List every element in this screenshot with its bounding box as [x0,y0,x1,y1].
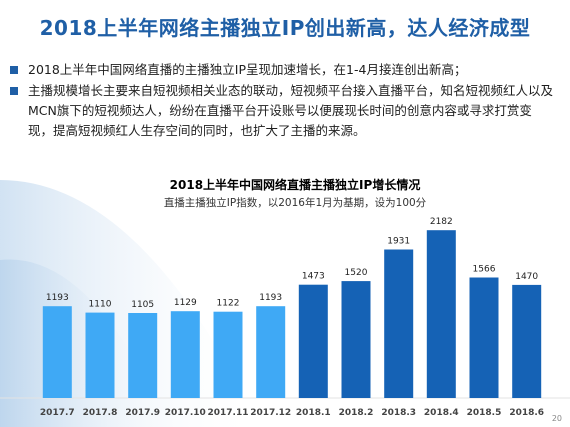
bar-2017.7 [42,306,72,398]
x-tick-label: 2018.5 [467,408,502,418]
bar-2017.9 [128,313,158,398]
bullet-text: 2018上半年中国网络直播的主播独立IP呈现加速增长，在1-4月接连创出新高； [28,62,467,77]
bar-2017.8 [85,312,115,398]
bullet-item: 主播规模增长主要来自短视频相关业态的联动，短视频平台接入直播平台，知名短视频红人… [10,81,556,141]
bullet-square-icon [10,87,18,95]
bar-2018.3 [384,249,414,398]
data-label: 1566 [473,265,496,275]
chart-title: 2018上半年中国网络直播主播独立IP增长情况 [169,178,421,192]
chart-subtitle: 直播主播独立IP指数，以2016年1月为基期，设为100分 [163,197,427,209]
x-tick-label: 2017.8 [83,408,118,418]
bar-2018.4 [426,230,456,398]
x-tick-label: 2018.3 [381,408,416,418]
x-tick-label: 2018.1 [296,408,331,418]
data-label: 1931 [387,237,410,247]
bar-2018.6 [512,284,542,398]
data-label: 1110 [89,300,112,310]
bullet-text: 主播规模增长主要来自短视频相关业态的联动，短视频平台接入直播平台，知名短视频红人… [28,83,554,138]
bar-2017.12 [256,306,286,398]
x-tick-label: 2017.11 [208,408,249,418]
data-label: 1193 [259,293,282,303]
bar-2018.2 [341,281,371,398]
x-tick-label: 2017.12 [250,408,291,418]
x-tick-label: 2017.7 [40,408,75,418]
bullet-square-icon [10,66,18,74]
bullet-item: 2018上半年中国网络直播的主播独立IP呈现加速增长，在1-4月接连创出新高； [10,60,556,80]
page-number: 20 [551,414,562,423]
bar-chart: 1193 2017.7 1110 2017.8 1105 2017.9 1129 2017.1… [40,217,544,418]
data-label: 1122 [217,299,240,309]
bar-2018.5 [469,277,499,398]
data-label: 1193 [46,293,69,303]
bar-2017.10 [170,311,200,398]
x-tick-label: 2018.2 [339,408,374,418]
data-label: 1520 [345,268,368,278]
data-label: 1105 [131,300,154,310]
x-tick-label: 2018.4 [424,408,459,418]
data-label: 1470 [515,272,538,282]
data-label: 1129 [174,298,197,308]
bar-2018.1 [298,284,328,398]
x-tick-label: 2018.6 [509,408,544,418]
x-tick-label: 2017.10 [165,408,206,418]
bar-2017.11 [213,311,243,398]
page-title: 2018上半年网络主播独立IP创出新高，达人经济成型 [39,16,531,40]
data-label: 2182 [430,217,453,227]
x-tick-label: 2017.9 [125,408,160,418]
data-label: 1473 [302,272,325,282]
